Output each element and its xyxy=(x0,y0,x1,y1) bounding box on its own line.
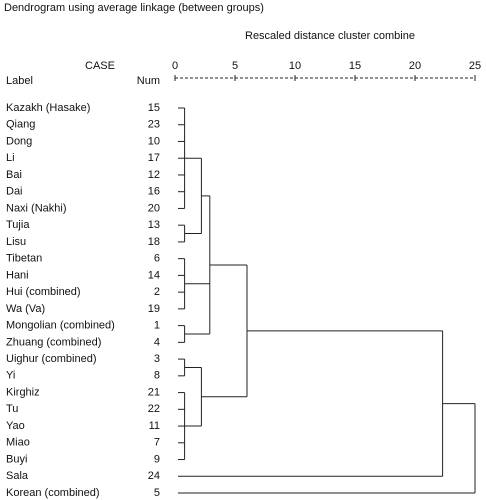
leaf-num: 5 xyxy=(154,487,160,499)
leaf-label: Dong xyxy=(6,135,32,147)
leaf-num: 1 xyxy=(154,320,160,332)
leaf-num: 11 xyxy=(149,420,160,432)
leaf-label: Bai xyxy=(6,169,22,181)
leaf-num: 20 xyxy=(148,202,160,214)
leaf-num: 17 xyxy=(148,152,160,164)
leaf-label: Mongolian (combined) xyxy=(6,320,115,332)
leaf-label: Uighur (combined) xyxy=(6,353,96,365)
leaf-num: 12 xyxy=(148,169,160,181)
leaf-num: 9 xyxy=(154,453,160,465)
leaf-num: 6 xyxy=(154,253,160,265)
leaf-label: Miao xyxy=(6,437,30,449)
leaf-num: 24 xyxy=(148,470,160,482)
leaf-label: Tujia xyxy=(6,219,30,231)
leaf-label: Hui (combined) xyxy=(6,286,81,298)
tick-label: 20 xyxy=(409,60,421,72)
title: Dendrogram using average linkage (betwee… xyxy=(4,2,264,14)
leaf-num: 18 xyxy=(148,236,160,248)
tick-label: 5 xyxy=(232,60,238,72)
leaf-num: 4 xyxy=(154,336,160,348)
leaf-num: 2 xyxy=(154,286,160,298)
leaf-label: Hani xyxy=(6,269,29,281)
leaf-label: Kazakh (Hasake) xyxy=(6,102,90,114)
leaf-num: 15 xyxy=(148,102,160,114)
leaf-label: Naxi (Nakhi) xyxy=(6,202,67,214)
tick-label: 10 xyxy=(289,60,301,72)
leaf-num: 22 xyxy=(148,403,160,415)
leaf-num: 19 xyxy=(148,303,160,315)
leaf-label: Yi xyxy=(6,370,15,382)
leaf-num: 13 xyxy=(148,219,160,231)
tick-label: 0 xyxy=(172,60,178,72)
leaf-label: Zhuang (combined) xyxy=(6,336,101,348)
leaf-num: 7 xyxy=(154,437,160,449)
leaf-label: Li xyxy=(6,152,15,164)
leaf-label: Tibetan xyxy=(6,253,42,265)
tick-label: 25 xyxy=(469,60,481,72)
leaf-label: Kirghiz xyxy=(6,386,40,398)
leaf-num: 10 xyxy=(148,135,160,147)
leaf-label: Tu xyxy=(6,403,18,415)
leaf-num: 23 xyxy=(148,119,160,131)
leaf-num: 14 xyxy=(148,269,160,281)
leaf-num: 3 xyxy=(154,353,160,365)
case-header: CASE xyxy=(85,60,115,72)
num-header: Num xyxy=(137,75,160,87)
leaf-num: 21 xyxy=(148,386,160,398)
leaf-label: Sala xyxy=(6,470,29,482)
leaf-label: Qiang xyxy=(6,119,35,131)
leaf-num: 8 xyxy=(154,370,160,382)
leaf-label: Wa (Va) xyxy=(6,303,45,315)
tick-label: 15 xyxy=(349,60,361,72)
leaf-label: Dai xyxy=(6,186,23,198)
axis-label: Rescaled distance cluster combine xyxy=(245,30,415,42)
leaf-label: Lisu xyxy=(6,236,26,248)
leaf-label: Buyi xyxy=(6,453,27,465)
leaf-label: Yao xyxy=(6,420,25,432)
leaf-label: Korean (combined) xyxy=(6,487,100,499)
label-header: Label xyxy=(6,75,33,87)
leaf-num: 16 xyxy=(148,186,160,198)
